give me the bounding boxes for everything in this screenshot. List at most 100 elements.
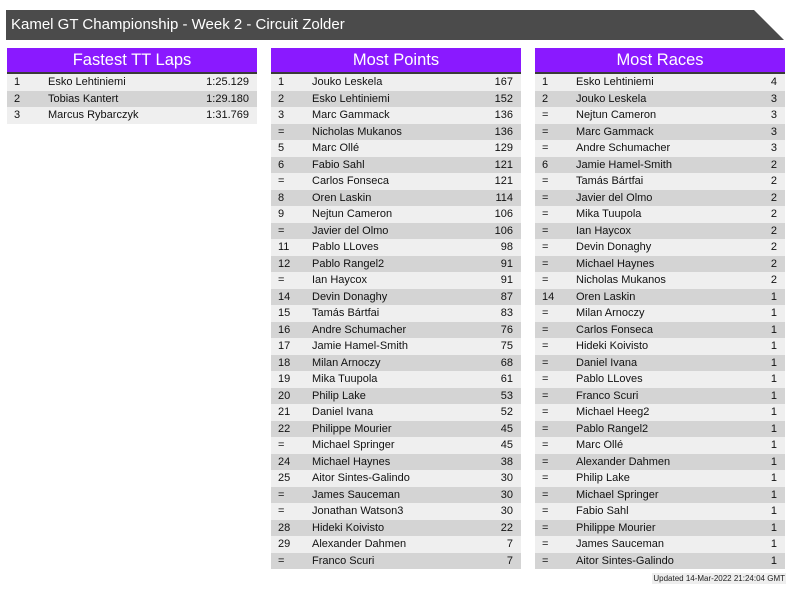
rank-cell: 14 (278, 290, 291, 303)
table-row: 16 Andre Schumacher 76 (271, 321, 521, 339)
table-row: = Javier del Olmo 106 (271, 222, 521, 240)
value-cell: 45 (500, 439, 513, 452)
rank-cell: = (542, 224, 549, 237)
table-row: 15 Tamás Bártfai 83 (271, 305, 521, 322)
table-row: 3 Marc Gammack 136 (271, 107, 521, 124)
rank-cell: = (542, 505, 549, 518)
value-cell: 2 (770, 208, 777, 221)
driver-name-cell: Franco Scuri (576, 389, 639, 402)
rank-cell: 6 (542, 158, 549, 171)
rank-cell: 3 (278, 109, 285, 122)
table-row: = Franco Scuri 1 (535, 387, 785, 405)
rank-cell: 8 (278, 191, 285, 204)
table-row: 28 Hideki Koivisto 22 (271, 519, 521, 537)
value-cell: 76 (500, 323, 513, 336)
driver-name-cell: Andre Schumacher (312, 323, 407, 336)
driver-name-cell: Tamás Bártfai (576, 175, 644, 188)
value-cell: 2 (770, 191, 777, 204)
value-cell: 83 (500, 307, 513, 320)
rank-cell: = (542, 274, 549, 287)
driver-name-cell: Ian Haycox (576, 224, 632, 237)
rank-cell: = (542, 356, 549, 369)
value-cell: 1 (770, 422, 777, 435)
rank-cell: 3 (14, 109, 21, 122)
driver-name-cell: Esko Lehtiniemi (312, 92, 390, 105)
rank-cell: = (542, 142, 549, 155)
driver-name-cell: Carlos Fonseca (576, 323, 654, 336)
value-cell: 1:31.769 (206, 109, 249, 122)
driver-name-cell: Javier del Olmo (576, 191, 653, 204)
value-cell: 1 (770, 505, 777, 518)
rank-cell: = (278, 554, 285, 567)
table-row: = Javier del Olmo 2 (535, 189, 785, 207)
table-row: 2 Tobias Kantert 1:29.180 (7, 90, 257, 108)
value-cell: 30 (500, 488, 513, 501)
table-row: 20 Philip Lake 53 (271, 387, 521, 405)
driver-name-cell: Marcus Rybarczyk (48, 109, 139, 122)
driver-name-cell: Philippe Mourier (312, 422, 392, 435)
rank-cell: 9 (278, 208, 285, 221)
rank-cell: = (278, 439, 285, 452)
table-row: = Philippe Mourier 1 (535, 519, 785, 537)
rank-cell: = (278, 125, 285, 138)
table-row: = Mika Tuupola 2 (535, 206, 785, 223)
table-row: = Marc Gammack 3 (535, 123, 785, 141)
driver-name-cell: Marc Gammack (576, 125, 654, 138)
driver-name-cell: Nicholas Mukanos (576, 274, 666, 287)
rank-cell: = (542, 554, 549, 567)
rank-cell: 1 (542, 76, 549, 88)
value-cell: 106 (494, 224, 513, 237)
value-cell: 30 (500, 505, 513, 518)
table-row: = Michael Springer 1 (535, 486, 785, 504)
table-row: = Ian Haycox 91 (271, 272, 521, 289)
value-cell: 87 (500, 290, 513, 303)
rank-cell: 1 (278, 76, 285, 88)
rank-cell: 15 (278, 307, 291, 320)
driver-name-cell: Aitor Sintes-Galindo (576, 554, 674, 567)
value-cell: 1:29.180 (206, 92, 249, 105)
value-cell: 1 (770, 538, 777, 551)
value-cell: 1 (770, 455, 777, 468)
driver-name-cell: Philip Lake (576, 472, 630, 485)
value-cell: 121 (494, 158, 513, 171)
table-row: = Milan Arnoczy 1 (535, 305, 785, 322)
driver-name-cell: Milan Arnoczy (312, 356, 381, 369)
table-row: 24 Michael Haynes 38 (271, 453, 521, 471)
value-cell: 121 (494, 175, 513, 188)
value-cell: 2 (770, 241, 777, 254)
driver-name-cell: Daniel Ivana (312, 406, 374, 419)
most-races-table: Most Races 1 Esko Lehtiniemi 4 2 Jouko Leske… (535, 48, 785, 570)
value-cell: 114 (495, 191, 513, 204)
driver-name-cell: Jouko Leskela (576, 92, 647, 105)
value-cell: 38 (500, 455, 513, 468)
driver-name-cell: Marc Ollé (312, 142, 360, 155)
driver-name-cell: Nicholas Mukanos (312, 125, 402, 138)
driver-name-cell: Andre Schumacher (576, 142, 671, 155)
value-cell: 3 (770, 125, 777, 138)
driver-name-cell: Daniel Ivana (576, 356, 638, 369)
page-title: Kamel GT Championship - Week 2 - Circuit… (6, 10, 784, 40)
driver-name-cell: James Sauceman (312, 488, 401, 501)
rank-cell: 11 (278, 241, 290, 254)
table-row: = Nicholas Mukanos 2 (535, 272, 785, 289)
driver-name-cell: Carlos Fonseca (312, 175, 390, 188)
rank-cell: = (542, 208, 549, 221)
table-row: = Daniel Ivana 1 (535, 354, 785, 372)
driver-name-cell: Fabio Sahl (312, 158, 365, 171)
table-row: = Alexander Dahmen 1 (535, 453, 785, 471)
driver-name-cell: Fabio Sahl (576, 505, 629, 518)
table-header: Fastest TT Laps (7, 48, 257, 74)
rank-cell: = (542, 439, 549, 452)
table-row: = Andre Schumacher 3 (535, 140, 785, 157)
table-row: = Michael Haynes 2 (535, 255, 785, 273)
value-cell: 98 (500, 241, 513, 254)
rank-cell: = (542, 109, 549, 122)
rank-cell: = (542, 521, 549, 534)
rank-cell: = (542, 340, 549, 353)
value-cell: 1 (770, 373, 777, 386)
table-row: = James Sauceman 30 (271, 486, 521, 504)
table-row: = Ian Haycox 2 (535, 222, 785, 240)
driver-name-cell: Jouko Leskela (312, 76, 383, 88)
rank-cell: 5 (278, 142, 285, 155)
updated-timestamp: Updated 14-Mar-2022 21:24:04 GMT (652, 573, 786, 584)
